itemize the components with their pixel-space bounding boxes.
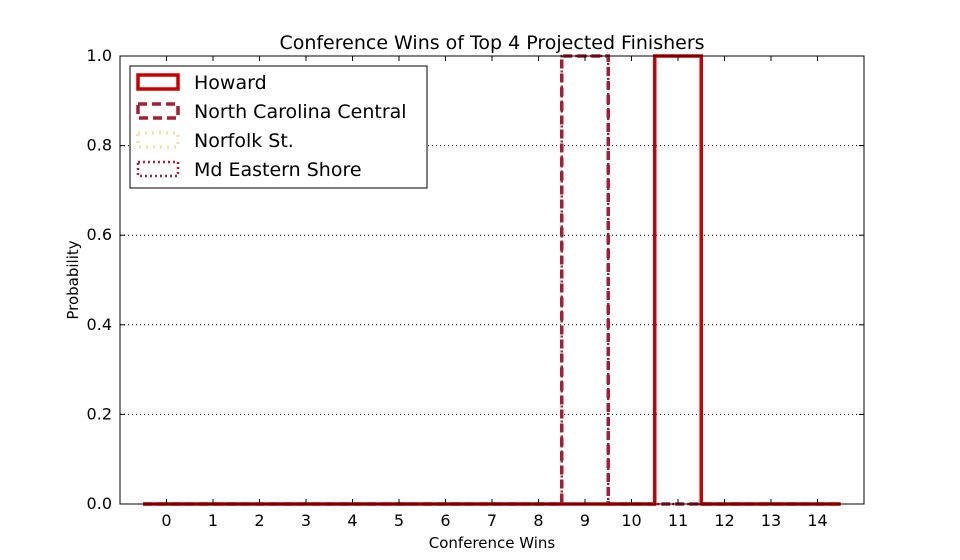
y-axis-label: Probability <box>64 240 82 319</box>
legend-label-north-carolina-central: North Carolina Central <box>194 101 407 123</box>
x-tick-label: 13 <box>761 511 781 530</box>
x-tick-label: 5 <box>394 511 404 530</box>
x-tick-label: 14 <box>807 511 827 530</box>
x-tick-label: 6 <box>440 511 450 530</box>
x-tick-label: 4 <box>347 511 357 530</box>
legend-label-norfolk-st: Norfolk St. <box>194 130 294 152</box>
y-tick-label: 0.4 <box>87 315 112 334</box>
x-axis-label: Conference Wins <box>429 534 556 552</box>
legend: Howard North Carolina Central Norfolk St. M… <box>129 65 428 189</box>
x-tick-label: 0 <box>161 511 171 530</box>
legend-swatch-howard <box>136 73 180 91</box>
legend-swatch-md-eastern-shore <box>136 160 180 178</box>
x-tick-label: 9 <box>580 511 590 530</box>
legend-label-md-eastern-shore: Md Eastern Shore <box>194 159 362 181</box>
x-tick-label: 10 <box>621 511 641 530</box>
y-tick-label: 1.0 <box>87 46 112 65</box>
x-tick-label: 7 <box>487 511 497 530</box>
legend-swatch-north-carolina-central <box>136 102 180 120</box>
y-tick-label: 0.0 <box>87 494 112 513</box>
x-tick-label: 3 <box>301 511 311 530</box>
x-tick-label: 1 <box>208 511 218 530</box>
x-tick-label: 12 <box>714 511 734 530</box>
legend-label-howard: Howard <box>194 72 267 94</box>
x-tick-label: 2 <box>254 511 264 530</box>
y-tick-label: 0.6 <box>87 225 112 244</box>
axis-ticks: 0.00.20.40.60.81.00 1 2 3 4 5 6 7 8 9 10 11 12 13 14 <box>87 46 864 530</box>
x-tick-label: 8 <box>533 511 543 530</box>
chart-title: Conference Wins of Top 4 Projected Finis… <box>279 32 704 54</box>
x-tick-label: 11 <box>668 511 688 530</box>
y-tick-label: 0.8 <box>87 136 112 155</box>
y-tick-label: 0.2 <box>87 404 112 423</box>
